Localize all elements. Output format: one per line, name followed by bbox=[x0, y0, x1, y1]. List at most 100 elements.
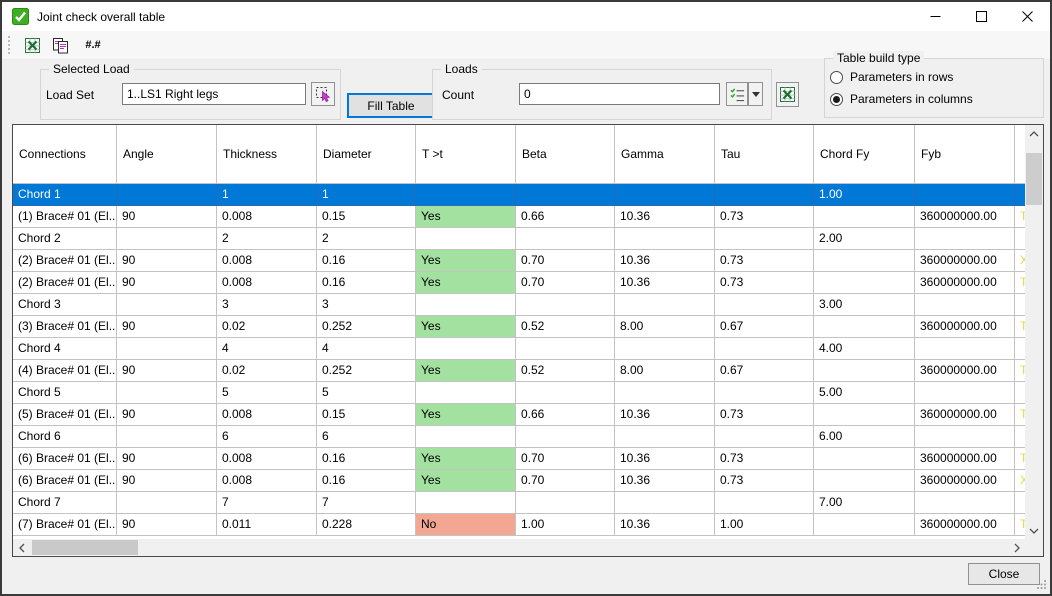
table-row-chord[interactable]: Chord 4 4 4 4.00 bbox=[13, 338, 1025, 360]
table-row-brace[interactable]: (4) Brace# 01 (El... 90 0.02 0.252 Yes 0.52 8.… bbox=[13, 360, 1025, 382]
cell[interactable]: 0.02 bbox=[217, 360, 317, 382]
cell[interactable] bbox=[615, 338, 715, 360]
load-set-input[interactable]: 1..LS1 Right legs bbox=[122, 83, 306, 105]
cell[interactable] bbox=[615, 184, 715, 206]
close-dialog-button[interactable]: Close bbox=[968, 563, 1040, 585]
cell[interactable] bbox=[814, 272, 915, 294]
cell[interactable]: 0.73 bbox=[715, 272, 814, 294]
vertical-scrollbar-thumb[interactable] bbox=[1026, 153, 1042, 205]
cell[interactable] bbox=[516, 228, 615, 250]
cell[interactable]: (6) Brace# 01 (El... bbox=[13, 470, 117, 492]
cell[interactable]: Yes bbox=[416, 404, 516, 426]
cell[interactable] bbox=[516, 294, 615, 316]
cell[interactable]: 360000000.00 bbox=[915, 250, 1015, 272]
cell[interactable] bbox=[814, 448, 915, 470]
column-header-clipped[interactable] bbox=[1015, 125, 1025, 184]
cell[interactable]: 90 bbox=[117, 250, 217, 272]
cell[interactable]: 0.15 bbox=[317, 206, 416, 228]
cell[interactable]: 0.16 bbox=[317, 272, 416, 294]
cell[interactable]: 0.52 bbox=[516, 316, 615, 338]
cell-clipped[interactable] bbox=[1015, 492, 1025, 514]
excel-export-toolbar-button[interactable] bbox=[20, 33, 44, 57]
cell[interactable]: 1.00 bbox=[516, 514, 615, 536]
cell[interactable] bbox=[615, 228, 715, 250]
cell[interactable]: (6) Brace# 01 (El... bbox=[13, 448, 117, 470]
cell-clipped[interactable]: T bbox=[1015, 448, 1025, 470]
cell[interactable]: 4 bbox=[217, 338, 317, 360]
cell[interactable]: 7.00 bbox=[814, 492, 915, 514]
column-header-t-t[interactable]: T >t bbox=[416, 125, 516, 184]
cell[interactable]: (2) Brace# 01 (El... bbox=[13, 272, 117, 294]
cell[interactable]: (3) Brace# 01 (El... bbox=[13, 316, 117, 338]
table-row-brace[interactable]: (7) Brace# 01 (El... 90 0.011 0.228 No 1.00 10… bbox=[13, 514, 1025, 536]
column-header-fyb[interactable]: Fyb bbox=[915, 125, 1015, 184]
cell[interactable] bbox=[615, 382, 715, 404]
cell-clipped[interactable]: T bbox=[1015, 514, 1025, 536]
toolbar-grip[interactable] bbox=[8, 36, 14, 54]
cell[interactable]: Yes bbox=[416, 360, 516, 382]
fill-table-button[interactable]: Fill Table bbox=[347, 93, 435, 118]
cell-clipped[interactable]: X bbox=[1015, 250, 1025, 272]
cell[interactable]: 0.008 bbox=[217, 448, 317, 470]
cell[interactable] bbox=[416, 228, 516, 250]
cell[interactable]: 10.36 bbox=[615, 514, 715, 536]
cell[interactable] bbox=[915, 184, 1015, 206]
cell[interactable]: 0.008 bbox=[217, 470, 317, 492]
cell[interactable]: Chord 2 bbox=[13, 228, 117, 250]
cell[interactable]: 3 bbox=[217, 294, 317, 316]
column-header-thickness[interactable]: Thickness bbox=[217, 125, 317, 184]
table-row-brace[interactable]: (5) Brace# 01 (El... 90 0.008 0.15 Yes 0.66 10… bbox=[13, 404, 1025, 426]
cell[interactable]: 90 bbox=[117, 448, 217, 470]
cell[interactable] bbox=[915, 382, 1015, 404]
cell[interactable] bbox=[117, 228, 217, 250]
table-row-brace[interactable]: (3) Brace# 01 (El... 90 0.02 0.252 Yes 0.52 8.… bbox=[13, 316, 1025, 338]
cell[interactable] bbox=[516, 338, 615, 360]
cell[interactable] bbox=[915, 338, 1015, 360]
cell[interactable]: (2) Brace# 01 (El... bbox=[13, 250, 117, 272]
cell[interactable]: 4 bbox=[317, 338, 416, 360]
cell[interactable] bbox=[117, 294, 217, 316]
cell[interactable]: Chord 1 bbox=[13, 184, 117, 206]
cell[interactable]: Yes bbox=[416, 272, 516, 294]
cell[interactable]: 0.008 bbox=[217, 272, 317, 294]
scroll-left-button[interactable] bbox=[13, 539, 30, 556]
cell[interactable]: 1.00 bbox=[814, 184, 915, 206]
horizontal-scrollbar-thumb[interactable] bbox=[32, 540, 138, 555]
cell[interactable]: Yes bbox=[416, 470, 516, 492]
cell[interactable]: 90 bbox=[117, 404, 217, 426]
cell[interactable]: 1 bbox=[217, 184, 317, 206]
cell[interactable]: Yes bbox=[416, 206, 516, 228]
cell[interactable] bbox=[814, 316, 915, 338]
cell[interactable]: 360000000.00 bbox=[915, 448, 1015, 470]
cell[interactable]: 8.00 bbox=[615, 360, 715, 382]
cell[interactable] bbox=[915, 228, 1015, 250]
cell[interactable]: 0.52 bbox=[516, 360, 615, 382]
cell[interactable]: 6 bbox=[317, 426, 416, 448]
cell[interactable]: 5.00 bbox=[814, 382, 915, 404]
cell[interactable]: 1.00 bbox=[715, 514, 814, 536]
cell[interactable]: 1 bbox=[317, 184, 416, 206]
minimize-button[interactable] bbox=[912, 2, 958, 31]
scroll-right-button[interactable] bbox=[1008, 539, 1025, 556]
maximize-button[interactable] bbox=[958, 2, 1004, 31]
copy-toolbar-button[interactable] bbox=[49, 33, 73, 57]
cell[interactable] bbox=[814, 206, 915, 228]
cell[interactable]: 360000000.00 bbox=[915, 206, 1015, 228]
table-row-brace[interactable]: (6) Brace# 01 (El... 90 0.008 0.16 Yes 0.70 10… bbox=[13, 448, 1025, 470]
cell[interactable]: 360000000.00 bbox=[915, 316, 1015, 338]
cell[interactable]: 3.00 bbox=[814, 294, 915, 316]
cell[interactable] bbox=[715, 382, 814, 404]
cell[interactable]: 0.70 bbox=[516, 272, 615, 294]
cell-clipped[interactable] bbox=[1015, 228, 1025, 250]
cell-clipped[interactable] bbox=[1015, 426, 1025, 448]
cell[interactable]: 10.36 bbox=[615, 272, 715, 294]
cell[interactable]: 0.252 bbox=[317, 360, 416, 382]
loads-excel-export-button[interactable] bbox=[776, 82, 799, 107]
cell[interactable]: 0.15 bbox=[317, 404, 416, 426]
cell[interactable] bbox=[117, 426, 217, 448]
table-row-chord[interactable]: Chord 3 3 3 3.00 bbox=[13, 294, 1025, 316]
column-header-tau[interactable]: Tau bbox=[715, 125, 814, 184]
cell[interactable] bbox=[117, 492, 217, 514]
cell[interactable] bbox=[516, 184, 615, 206]
cell[interactable]: 90 bbox=[117, 272, 217, 294]
